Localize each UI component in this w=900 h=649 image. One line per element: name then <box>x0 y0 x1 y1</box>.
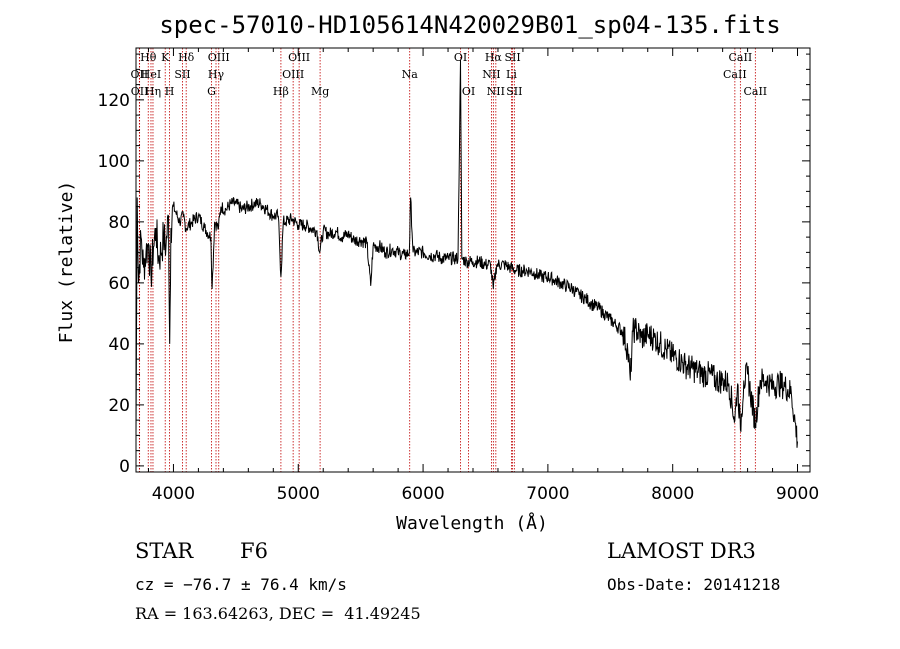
line-label-7: H <box>165 85 175 98</box>
y-tick-label-20: 20 <box>108 396 130 416</box>
line-label-6: SII <box>174 68 190 81</box>
line-label-16: Na <box>402 68 419 81</box>
line-label-22: SII <box>504 51 520 64</box>
y-tick-label-100: 100 <box>98 152 130 172</box>
line-label-26: CaII <box>723 68 747 81</box>
redshift-cz: cz = −76.7 ± 76.4 km/s <box>135 575 347 594</box>
spectral-line-labels: OII OII Hθ HeI Hη K SII H Hδ OIII Hγ G Hβ OIII OIII Mg N… <box>131 51 768 98</box>
y-tick-label-60: 60 <box>108 274 130 294</box>
line-label-0: OII <box>131 68 149 81</box>
line-label-13: OIII <box>288 51 310 64</box>
axes: 4000 5000 6000 7000 8000 9000 0 20 40 60 80 100 120 <box>98 48 819 504</box>
y-tick-label-120: 120 <box>98 91 130 111</box>
line-label-5: K <box>161 51 170 64</box>
object-subclass: F6 <box>240 539 268 563</box>
survey-name: LAMOST DR3 <box>607 539 756 563</box>
spectral-line-markers <box>138 48 756 472</box>
x-axis-label: Wavelength (Å) <box>396 512 548 534</box>
plot-frame <box>135 47 811 473</box>
line-label-21: NII <box>487 85 505 98</box>
line-label-25: CaII <box>729 51 753 64</box>
line-label-23: Li <box>506 68 517 81</box>
x-tick-label-8000: 8000 <box>651 484 694 504</box>
x-tick-label-6000: 6000 <box>401 484 444 504</box>
line-label-20: NII <box>482 68 500 81</box>
line-label-15: Mg <box>311 85 329 98</box>
ra-dec-coordinates: RA = 163.64263, DEC = 41.49245 <box>135 604 421 623</box>
x-tick-label-5000: 5000 <box>277 484 320 504</box>
line-label-14: OIII <box>282 68 304 81</box>
object-class: STAR <box>135 539 194 563</box>
line-label-3: HeI <box>141 68 161 81</box>
x-tick-label-7000: 7000 <box>526 484 569 504</box>
y-tick-label-80: 80 <box>108 213 130 233</box>
line-label-12: Hβ <box>273 85 289 98</box>
observation-date: Obs-Date: 20141218 <box>607 575 781 594</box>
chart-title: spec-57010-HD105614N420029B01_sp04-135.f… <box>159 11 780 39</box>
line-label-17: OI <box>454 51 467 64</box>
line-label-18: OI <box>462 85 475 98</box>
x-tick-label-4000: 4000 <box>152 484 195 504</box>
line-label-27: CaII <box>743 85 767 98</box>
line-label-8: Hδ <box>178 51 195 64</box>
line-label-4: Hη <box>145 85 161 98</box>
line-label-24: SII <box>506 85 522 98</box>
line-label-2: Hθ <box>140 51 157 64</box>
x-tick-label-9000: 9000 <box>776 484 819 504</box>
y-tick-label-40: 40 <box>108 335 130 355</box>
line-label-9: OIII <box>208 51 230 64</box>
line-label-10: Hγ <box>208 68 225 81</box>
line-label-19: Hα <box>485 51 503 64</box>
spectrum-line <box>135 60 798 448</box>
y-axis-label: Flux (relative) <box>56 181 77 344</box>
line-label-1: OII <box>131 85 149 98</box>
line-label-11: G <box>207 85 216 98</box>
y-tick-label-0: 0 <box>119 457 130 477</box>
